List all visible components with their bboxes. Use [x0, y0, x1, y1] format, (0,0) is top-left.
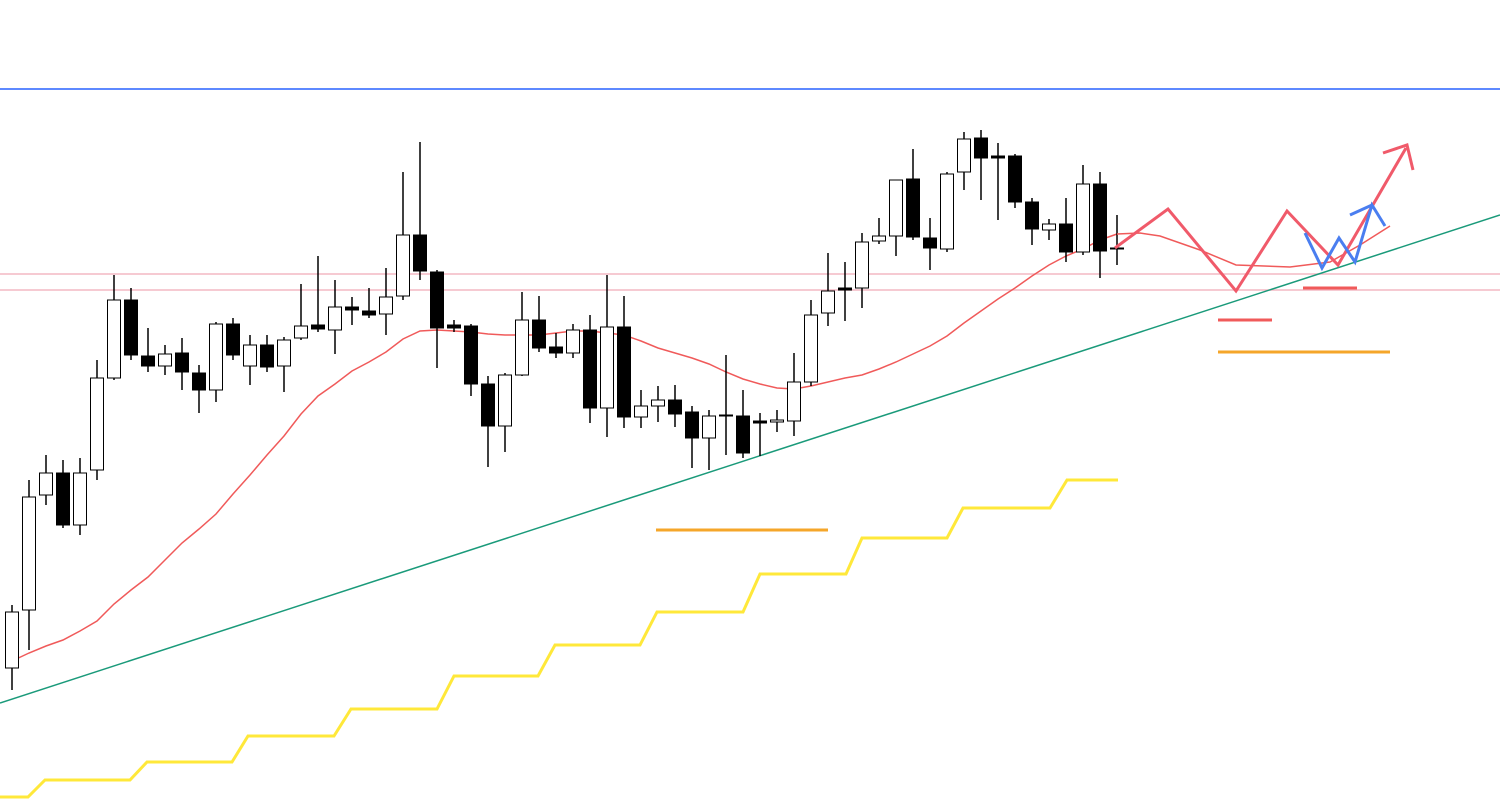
candle-body [226, 323, 240, 356]
candle-body [396, 234, 410, 297]
candle-body [362, 310, 376, 316]
candle-body [379, 296, 393, 315]
candle-body [583, 329, 597, 409]
candle-body [532, 319, 546, 349]
candle-body [1093, 183, 1107, 252]
candle-body [957, 138, 971, 173]
candle-body [430, 271, 444, 329]
candle-body [5, 611, 19, 669]
candle-body [1008, 155, 1022, 203]
candle-body [311, 324, 325, 330]
blue-scenario [1349, 203, 1373, 217]
candle-body [668, 399, 682, 415]
candle-body [73, 472, 87, 526]
candle-body [872, 235, 886, 242]
candle-body [923, 237, 937, 249]
candle-body [634, 405, 648, 418]
red-arrowhead [1382, 143, 1415, 171]
candle-body [328, 306, 342, 331]
candle-body [991, 155, 1005, 159]
candle-body [855, 241, 869, 289]
candle-body [90, 377, 104, 471]
ma-line [11, 233, 1118, 662]
candle-body [804, 314, 818, 383]
candle-body [600, 326, 614, 409]
candle-body [294, 325, 308, 339]
candle-body [498, 374, 512, 427]
candle-body [906, 178, 920, 238]
candle-body [141, 355, 155, 367]
candle-body [209, 323, 223, 391]
candle-body [107, 299, 121, 379]
candle-body [787, 381, 801, 422]
candle-body [1025, 201, 1039, 230]
candle-body [549, 346, 563, 354]
candle-body [277, 339, 291, 367]
candle-body [413, 234, 427, 272]
candle-body [889, 179, 903, 237]
levels [0, 88, 1500, 291]
candle-body [821, 290, 835, 314]
candle-body [39, 472, 53, 496]
candle-body [481, 383, 495, 427]
candle-body [158, 353, 172, 367]
candle-body [260, 344, 274, 368]
candle-body [1059, 223, 1073, 253]
candle-body [736, 415, 750, 454]
candle-body [22, 496, 36, 611]
candle-body [770, 419, 784, 423]
candle-body [1042, 223, 1056, 231]
candle-body [192, 372, 206, 391]
red-scenario [1114, 147, 1408, 294]
candle-body [685, 411, 699, 439]
blue-scenario [1303, 201, 1387, 272]
candle-body [447, 324, 461, 329]
candle-body [345, 306, 359, 311]
candle-body [243, 344, 257, 367]
yellow-staircase [0, 478, 1118, 799]
candle-body [175, 352, 189, 373]
candles [5, 130, 1124, 690]
candle-body [464, 325, 478, 385]
candle-body [753, 420, 767, 424]
moving-average [11, 233, 1118, 662]
candle-body [838, 287, 852, 291]
candle-body [702, 415, 716, 439]
candle-body [566, 329, 580, 354]
candle-body [1076, 183, 1090, 253]
candle-body [56, 472, 70, 526]
candle-body [940, 173, 954, 250]
candle-body [719, 414, 733, 417]
candle-body [651, 399, 665, 407]
ma-projection [1116, 225, 1391, 268]
candle-body [617, 326, 631, 418]
trendline [0, 214, 1500, 704]
candle-body [974, 137, 988, 159]
candle-body [124, 299, 138, 356]
candle-body [515, 319, 529, 376]
